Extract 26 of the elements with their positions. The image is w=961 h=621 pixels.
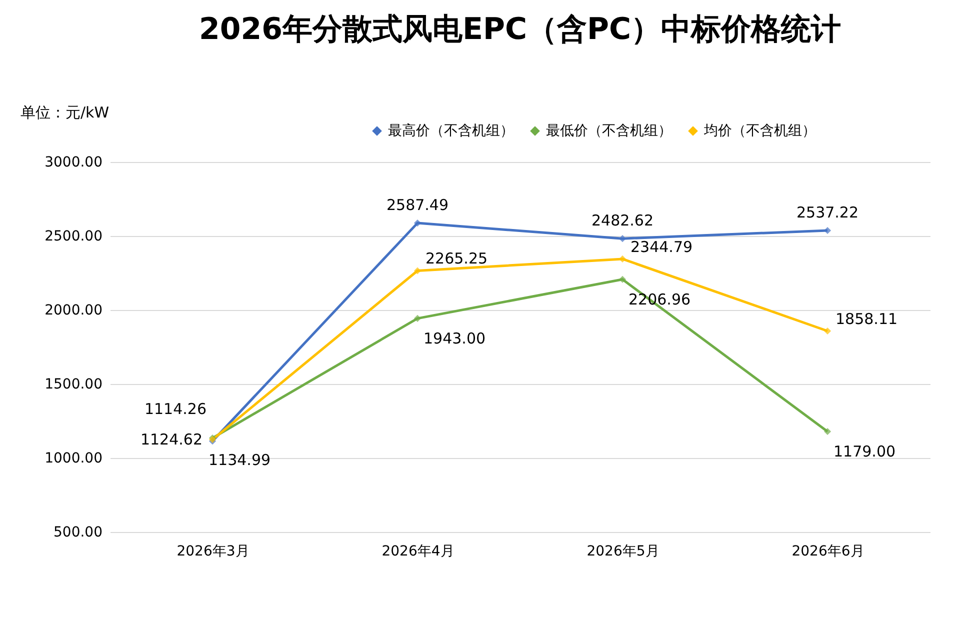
x-tick-label: 2026年5月 [586, 544, 660, 560]
data-label: 2587.49 [386, 196, 449, 214]
legend-label: 均价（不含机组） [703, 123, 816, 139]
data-label: 1943.00 [424, 329, 486, 348]
x-tick-label: 2026年4月 [382, 544, 454, 560]
y-tick-label: 1000.00 [44, 450, 102, 466]
data-label: 1124.62 [140, 430, 202, 449]
y-tick-label: 2500.00 [44, 228, 102, 244]
data-label: 1114.26 [144, 400, 206, 418]
data-label: 2537.22 [796, 203, 859, 222]
data-label: 2265.25 [426, 250, 488, 268]
data-label: 2482.62 [591, 212, 654, 230]
legend-label: 最低价（不含机组） [546, 123, 672, 139]
y-tick-label: 1500.00 [44, 376, 102, 392]
x-tick-label: 2026年3月 [176, 544, 250, 560]
chart-title: 2026年分散式风电EPC（含PC）中标价格统计 [199, 12, 841, 47]
legend-label: 最高价（不含机组） [388, 123, 514, 139]
y-tick-label: 500.00 [54, 524, 102, 540]
x-tick-label: 2026年6月 [792, 544, 864, 560]
y-tick-label: 3000.00 [44, 154, 102, 170]
data-label: 2344.79 [630, 238, 693, 256]
data-label: 1134.99 [208, 451, 271, 470]
y-axis-title: 单位：元/kW [20, 104, 110, 122]
data-label: 1858.11 [836, 310, 898, 328]
y-tick-label: 2000.00 [44, 302, 102, 318]
data-label: 1179.00 [834, 442, 896, 461]
